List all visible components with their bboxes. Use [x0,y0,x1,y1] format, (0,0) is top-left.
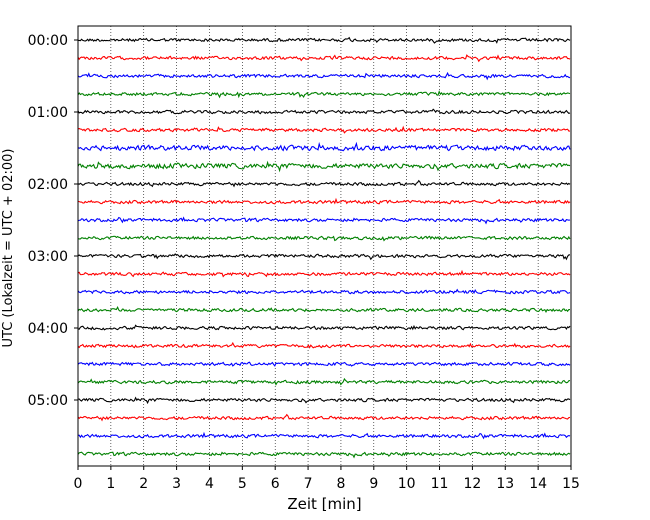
trace-0515 [77,413,571,422]
trace-0245 [77,235,571,242]
x-axis: 0 1 2 3 4 5 6 7 8 9 10 11 12 13 14 15 [74,466,580,492]
x-tick-label: 4 [205,476,214,492]
trace-0430 [77,361,571,367]
y-axis: 00:00 01:00 02:00 03:00 04:00 05:00 [28,33,78,409]
trace-0215 [77,197,571,205]
x-tick-label: 7 [304,476,313,492]
y-tick-label: 01:00 [28,105,68,121]
trace-group [77,36,571,459]
trace-0500 [77,396,571,405]
trace-0000 [77,36,571,44]
x-tick-label: 12 [463,476,481,492]
trace-0230 [77,216,571,225]
trace-0115 [77,125,571,134]
x-tick-label: 15 [562,476,580,492]
trace-0045 [77,90,571,99]
trace-0200 [77,179,571,188]
x-tick-label: 14 [529,476,547,492]
x-tick-label: 10 [398,476,416,492]
trace-0015 [77,54,571,63]
y-tick-label: 04:00 [28,321,68,337]
x-tick-label: 13 [496,476,514,492]
trace-0445 [77,377,571,386]
grid-lines [110,26,539,466]
x-tick-label: 8 [336,476,345,492]
trace-0145 [77,160,571,173]
y-tick-label: 03:00 [28,249,68,265]
trace-0530 [77,431,571,440]
trace-0345 [77,305,571,313]
trace-0415 [77,341,571,349]
x-tick-label: 3 [172,476,181,492]
trace-0130 [77,141,571,152]
trace-0545 [77,451,571,459]
x-tick-label: 11 [431,476,449,492]
plot-frame [77,25,572,467]
x-tick-label: 5 [238,476,247,492]
trace-0315 [77,269,571,278]
trace-0400 [77,324,571,331]
x-tick-label: 9 [369,476,378,492]
x-tick-label: 6 [271,476,280,492]
trace-0300 [77,253,571,261]
x-tick-label: 2 [139,476,148,492]
y-tick-label: 02:00 [28,177,68,193]
x-tick-label: 1 [106,476,115,492]
x-axis-label: Zeit [min] [287,495,361,513]
x-tick-label: 0 [74,476,83,492]
y-tick-label: 05:00 [28,393,68,409]
y-tick-label: 00:00 [28,33,68,49]
trace-0330 [77,288,571,295]
trace-0100 [77,108,571,115]
trace-0030 [77,71,571,81]
y-axis-label: UTC (Lokalzeit = UTC + 02:00) [1,149,16,348]
